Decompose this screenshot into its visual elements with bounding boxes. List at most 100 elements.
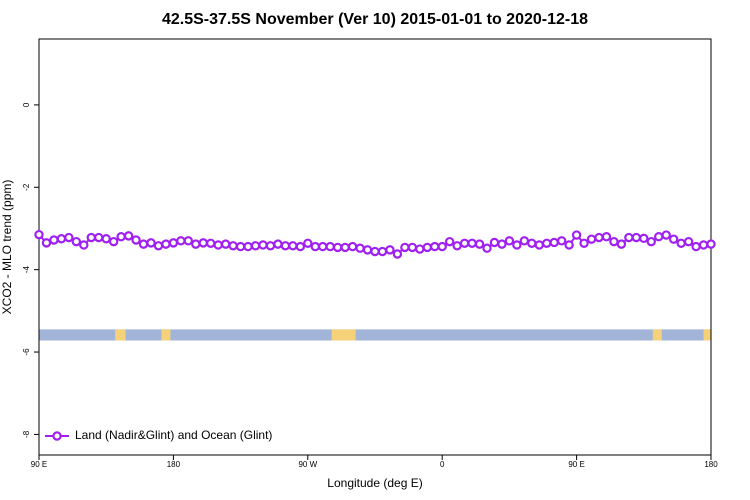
data-point [153, 241, 164, 251]
data-point [586, 234, 597, 244]
data-point [198, 238, 208, 248]
y-tick-label: -4 [22, 266, 31, 274]
data-point [168, 238, 179, 248]
y-tick-label: -6 [22, 348, 31, 356]
data-point [220, 239, 231, 249]
data-point [101, 234, 111, 244]
land-region [652, 329, 662, 341]
data-point [437, 241, 447, 252]
data-point [250, 241, 261, 251]
data-point [265, 241, 276, 251]
data-point [654, 232, 664, 242]
land-region [331, 329, 356, 341]
data-point [258, 240, 268, 250]
data-point [609, 236, 619, 247]
data-point [303, 238, 313, 248]
data-point [235, 241, 246, 252]
land-region [161, 329, 171, 341]
ocean-band [39, 329, 711, 341]
data-point [280, 241, 291, 251]
data-point [362, 245, 373, 255]
data-point [318, 241, 328, 252]
data-point [377, 246, 388, 257]
data-point [430, 241, 440, 252]
data-point [131, 235, 141, 245]
data-point [355, 243, 365, 253]
data-point [512, 240, 522, 250]
data-point [332, 242, 343, 253]
data-point [646, 236, 656, 247]
data-point [564, 240, 574, 250]
legend-label: Land (Nadir&Glint) and Ocean (Glint) [75, 428, 272, 442]
data-point [668, 234, 679, 244]
data-point [542, 238, 552, 248]
data-point [474, 239, 485, 249]
data-point [691, 241, 701, 252]
data-point [340, 242, 350, 253]
data-point [49, 235, 59, 245]
chart-title: 42.5S-37.5S November (Ver 10) 2015-01-01… [162, 11, 588, 28]
data-point [482, 243, 492, 253]
y-axis-label: XCO2 - MLO trend (ppm) [0, 180, 14, 315]
x-tick-label: 90 E [31, 460, 47, 469]
data-point [556, 236, 567, 246]
data-point [94, 232, 104, 243]
data-point [64, 232, 74, 243]
data-point [273, 239, 283, 249]
data-point [146, 238, 156, 248]
data-point [392, 249, 403, 259]
data-point [601, 232, 612, 242]
data-point [489, 237, 500, 248]
data-point [571, 230, 582, 240]
data-point [191, 239, 201, 249]
data-point [422, 242, 432, 253]
data-point [370, 246, 380, 257]
data-point [639, 233, 649, 244]
data-point [56, 234, 67, 244]
data-point [594, 232, 604, 243]
data-point [579, 238, 589, 248]
y-tick-label: 0 [22, 102, 31, 107]
data-point [459, 238, 470, 248]
data-point [79, 240, 89, 250]
data-point [385, 245, 395, 255]
data-point [206, 238, 216, 248]
data-point [71, 236, 82, 247]
data-point [698, 240, 709, 250]
data-point [325, 241, 335, 252]
data-point [161, 239, 171, 249]
x-tick-label: 180 [167, 460, 181, 469]
data-point [213, 240, 223, 250]
land-region [115, 329, 126, 341]
data-point [400, 242, 410, 253]
data-point [108, 236, 119, 247]
data-point [676, 238, 686, 248]
legend-marker [52, 431, 62, 441]
data-point [310, 241, 320, 252]
data-point [527, 238, 537, 248]
data-point [706, 239, 716, 249]
x-tick-label: 90 W [298, 460, 317, 469]
data-point [452, 241, 462, 251]
data-point [41, 238, 52, 248]
data-point [631, 232, 642, 243]
land-region [703, 329, 711, 341]
data-point [444, 236, 455, 247]
data-point [467, 238, 477, 248]
data-point [616, 239, 627, 249]
data-point [504, 236, 515, 246]
data-point [549, 237, 559, 248]
x-tick-label: 180 [704, 460, 718, 469]
x-tick-label: 90 E [568, 460, 584, 469]
data-point [497, 239, 507, 249]
data-point [123, 231, 134, 241]
data-point [295, 241, 306, 252]
data-point [288, 241, 298, 251]
data-point [116, 232, 126, 242]
data-point [415, 244, 425, 254]
data-point [183, 236, 194, 246]
data-point [534, 240, 544, 250]
data-point [519, 236, 530, 246]
y-tick-label: -8 [22, 430, 31, 438]
